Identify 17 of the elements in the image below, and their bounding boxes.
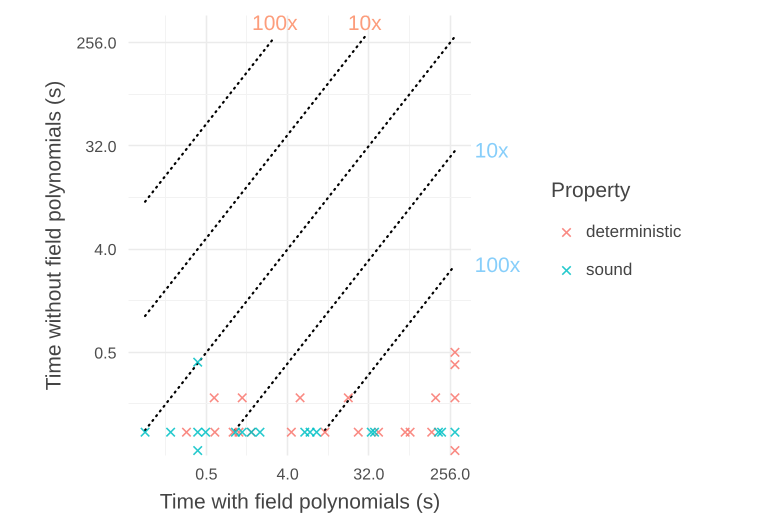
y-tick-label: 256.0 bbox=[76, 36, 117, 53]
y-tick-label: 4.0 bbox=[94, 242, 117, 260]
legend-label: sound bbox=[586, 260, 632, 280]
x-tick-label: 32.0 bbox=[353, 466, 385, 484]
x-tick-label: 256.0 bbox=[430, 466, 470, 484]
annotation: 10x bbox=[474, 140, 510, 163]
x-axis-title: Time with field polynomials (s) bbox=[160, 490, 440, 514]
x-tick-label: 4.0 bbox=[276, 466, 299, 484]
annotation: 100x bbox=[474, 254, 521, 277]
y-tick-label: 0.5 bbox=[94, 345, 117, 362]
legend-title: Property bbox=[551, 179, 632, 203]
annotation: 100x bbox=[252, 12, 298, 35]
x-tick-label: 0.5 bbox=[195, 466, 218, 484]
y-tick-label: 32.0 bbox=[85, 138, 117, 156]
legend-label: deterministic bbox=[586, 222, 682, 242]
annotation: 10x bbox=[348, 12, 382, 35]
y-axis-title: Time without field polynomials (s) bbox=[42, 80, 66, 390]
